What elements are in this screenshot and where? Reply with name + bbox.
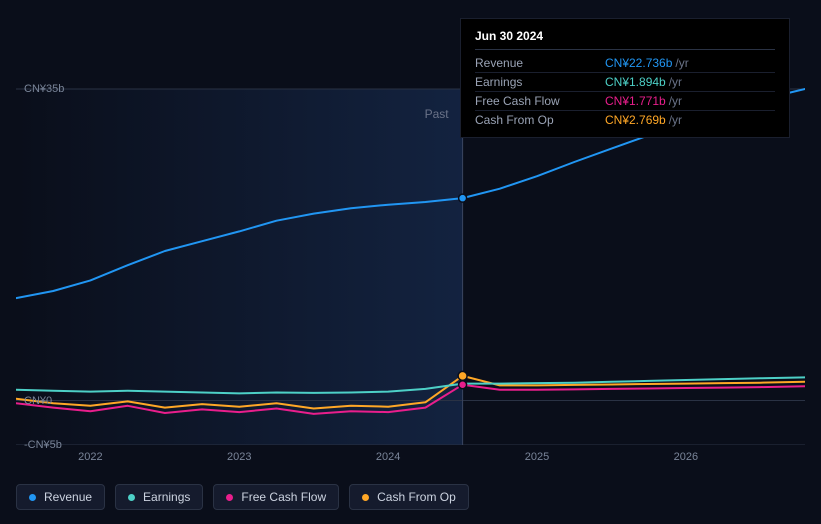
legend-label: Earnings	[143, 490, 190, 504]
tooltip-value-wrap: CN¥2.769b/yr	[605, 113, 682, 127]
tooltip-row: Cash From OpCN¥2.769b/yr	[475, 111, 775, 129]
legend-bullet	[362, 494, 369, 501]
tooltip-label: Free Cash Flow	[475, 94, 605, 108]
tooltip: Jun 30 2024 RevenueCN¥22.736b/yrEarnings…	[460, 18, 790, 138]
tooltip-unit: /yr	[675, 56, 688, 70]
legend-item-revenue[interactable]: Revenue	[16, 484, 105, 510]
tooltip-row: RevenueCN¥22.736b/yr	[475, 54, 775, 73]
x-axis-label: 2022	[78, 451, 102, 463]
legend-bullet	[128, 494, 135, 501]
legend-bullet	[29, 494, 36, 501]
tooltip-value: CN¥1.894b	[605, 75, 666, 89]
tooltip-value-wrap: CN¥22.736b/yr	[605, 56, 689, 70]
legend-item-fcf[interactable]: Free Cash Flow	[213, 484, 339, 510]
x-axis-label: 2025	[525, 451, 549, 463]
legend-item-earnings[interactable]: Earnings	[115, 484, 203, 510]
tooltip-label: Earnings	[475, 75, 605, 89]
tooltip-date: Jun 30 2024	[475, 29, 775, 50]
section-label-past: Past	[425, 107, 449, 121]
tooltip-row: Free Cash FlowCN¥1.771b/yr	[475, 92, 775, 111]
tooltip-value-wrap: CN¥1.894b/yr	[605, 75, 682, 89]
tooltip-unit: /yr	[669, 75, 682, 89]
tooltip-value: CN¥2.769b	[605, 113, 666, 127]
y-axis-label: CN¥0	[24, 395, 52, 407]
tooltip-label: Revenue	[475, 56, 605, 70]
legend-label: Revenue	[44, 490, 92, 504]
x-axis-label: 2024	[376, 451, 400, 463]
tooltip-value-wrap: CN¥1.771b/yr	[605, 94, 682, 108]
y-axis-label: -CN¥5b	[24, 439, 62, 451]
tooltip-unit: /yr	[669, 113, 682, 127]
y-axis-label: CN¥35b	[24, 83, 64, 95]
legend-label: Cash From Op	[377, 490, 456, 504]
x-axis-label: 2023	[227, 451, 251, 463]
tooltip-unit: /yr	[669, 94, 682, 108]
legend: Revenue Earnings Free Cash Flow Cash From O…	[16, 484, 469, 510]
legend-bullet	[226, 494, 233, 501]
tooltip-value: CN¥1.771b	[605, 94, 666, 108]
legend-item-cfo[interactable]: Cash From Op	[349, 484, 469, 510]
legend-label: Free Cash Flow	[241, 490, 326, 504]
x-axis-label: 2026	[674, 451, 698, 463]
tooltip-label: Cash From Op	[475, 113, 605, 127]
tooltip-row: EarningsCN¥1.894b/yr	[475, 73, 775, 92]
tooltip-value: CN¥22.736b	[605, 56, 672, 70]
